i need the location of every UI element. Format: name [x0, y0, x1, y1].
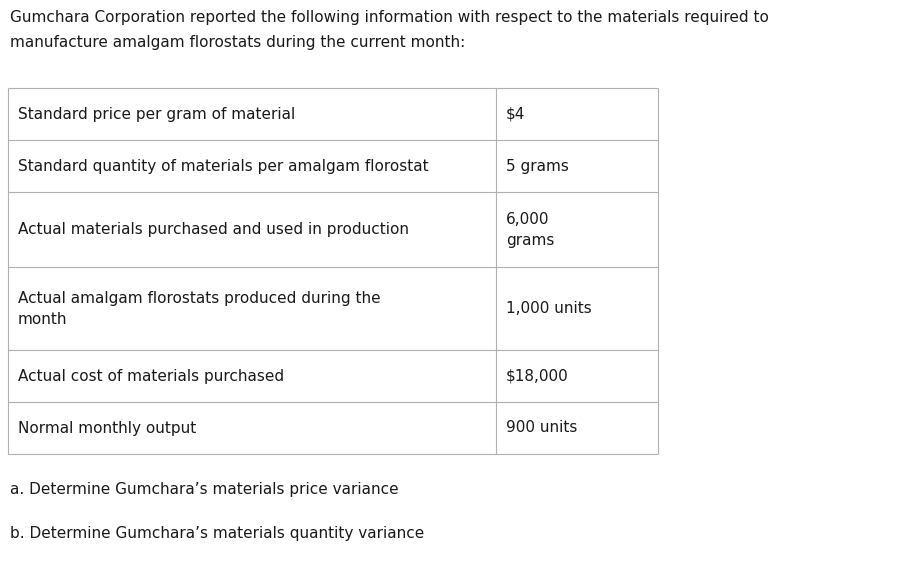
- Text: 900 units: 900 units: [505, 421, 576, 435]
- Text: Normal monthly output: Normal monthly output: [18, 421, 196, 435]
- Text: $18,000: $18,000: [505, 368, 568, 384]
- Text: Actual cost of materials purchased: Actual cost of materials purchased: [18, 368, 284, 384]
- Text: 6,000
grams: 6,000 grams: [505, 212, 554, 247]
- Text: Gumchara Corporation reported the following information with respect to the mate: Gumchara Corporation reported the follow…: [10, 10, 768, 50]
- Text: a. Determine Gumchara’s materials price variance: a. Determine Gumchara’s materials price …: [10, 482, 398, 497]
- Text: Actual materials purchased and used in production: Actual materials purchased and used in p…: [18, 222, 409, 237]
- Text: b. Determine Gumchara’s materials quantity variance: b. Determine Gumchara’s materials quanti…: [10, 526, 424, 541]
- Text: 5 grams: 5 grams: [505, 158, 568, 174]
- Text: 1,000 units: 1,000 units: [505, 301, 591, 316]
- Text: Actual amalgam florostats produced during the
month: Actual amalgam florostats produced durin…: [18, 290, 381, 327]
- Text: Standard price per gram of material: Standard price per gram of material: [18, 106, 295, 122]
- Text: Standard quantity of materials per amalgam florostat: Standard quantity of materials per amalg…: [18, 158, 428, 174]
- Text: $4: $4: [505, 106, 525, 122]
